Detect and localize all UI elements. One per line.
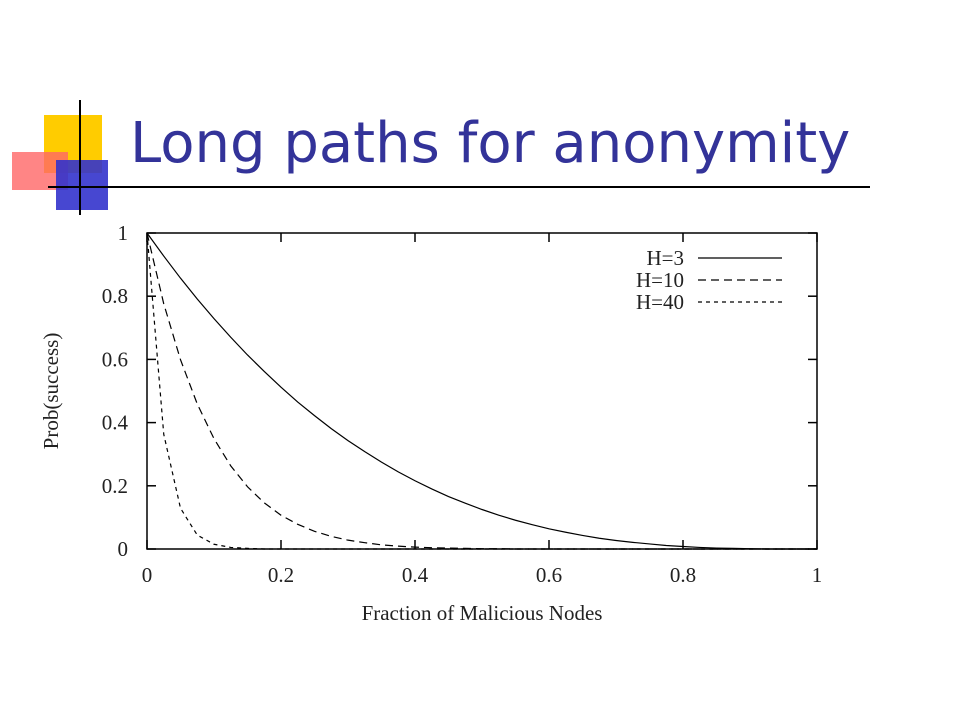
y-tick-label: 0.2 [102,474,128,498]
x-tick-label: 0.8 [670,563,696,587]
x-tick-label: 0.4 [402,563,429,587]
y-tick-label: 0.8 [102,284,128,308]
x-tick-label: 0.2 [268,563,294,587]
legend-label: H=3 [646,246,684,270]
series-line [146,232,817,550]
y-tick-label: 0.6 [102,347,128,371]
x-tick-label: 1 [812,563,823,587]
x-axis-label: Fraction of Malicious Nodes [362,601,603,625]
legend-label: H=40 [636,290,684,314]
legend-label: H=10 [636,268,684,292]
y-tick-label: 1 [118,221,129,245]
y-tick-label: 0 [118,537,129,561]
y-axis-label: Prob(success) [39,333,63,450]
series-line [146,232,817,550]
deco-blue [56,160,108,210]
slide-title: Long paths for anonymity [130,111,850,176]
y-tick-label: 0.4 [102,411,129,435]
x-tick-label: 0 [142,563,153,587]
x-tick-label: 0.6 [536,563,562,587]
